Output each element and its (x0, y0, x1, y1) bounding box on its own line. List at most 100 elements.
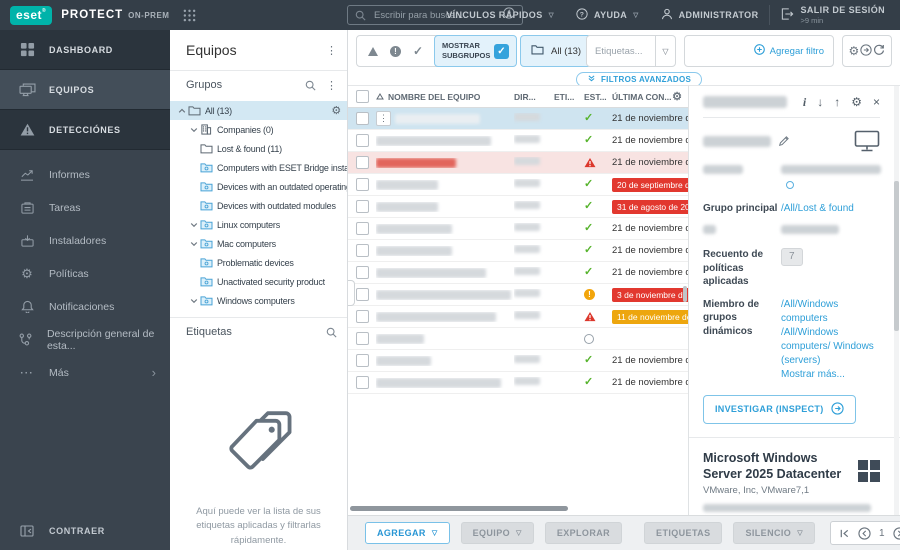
column-header-last-connected[interactable]: ÚLTIMA CON... (612, 91, 672, 102)
chevron-down-icon[interactable] (187, 126, 200, 134)
row-checkbox[interactable] (355, 222, 369, 235)
sidebar-item-informes[interactable]: Informes (0, 158, 170, 191)
add-filter-button[interactable]: Agregar filtro (684, 35, 834, 67)
column-header-tags[interactable]: ETI... (554, 91, 575, 102)
table-row[interactable]: ✓ 21 de noviembre de (348, 130, 688, 152)
parent-group-link[interactable]: /All/Lost & found (781, 203, 854, 214)
column-header-status[interactable]: EST... (584, 91, 607, 102)
table-vertical-scrollbar[interactable] (683, 286, 687, 302)
table-row[interactable]: ✓ 21 de noviembre de (348, 350, 688, 372)
warning-filter-icon[interactable]: ! (390, 45, 401, 57)
sort-asc-icon[interactable] (376, 92, 384, 102)
explore-button[interactable]: EXPLORAR (544, 522, 623, 544)
details-scrollbar-thumb[interactable] (894, 181, 899, 331)
app-switcher-icon[interactable] (183, 9, 196, 22)
row-checkbox[interactable] (355, 354, 369, 367)
table-row[interactable]: ✓ 31 de agosto de 20 (348, 196, 688, 218)
previous-page-icon[interactable] (858, 526, 871, 540)
show-subgroups-toggle[interactable]: MOSTRAR SUBGRUPOS ✓ (434, 35, 517, 67)
table-row[interactable]: ✓ 21 de noviembre de (348, 240, 688, 262)
sidebar-item-instaladores[interactable]: Instaladores (0, 224, 170, 257)
group-tree-item[interactable]: All (13) ⚙ (170, 101, 347, 120)
group-tree-item[interactable]: Linux computers (170, 215, 347, 234)
table-row[interactable]: ✓ 21 de noviembre de (348, 218, 688, 240)
row-checkbox[interactable] (355, 200, 369, 213)
search-icon[interactable] (326, 327, 337, 338)
chevron-down-icon[interactable] (187, 240, 200, 248)
quick-links-menu[interactable]: VÍNCULOS RÁPIDOS ▽ (446, 10, 555, 20)
row-checkbox[interactable] (355, 332, 369, 345)
add-button[interactable]: AGREGAR ▽ (365, 522, 450, 544)
table-row[interactable]: ✓ 20 de septiembre de (348, 174, 688, 196)
logout-button[interactable]: SALIR DE SESIÓN >9 min (770, 5, 896, 25)
settings-gear-icon[interactable]: ⚙ (851, 95, 862, 109)
sidebar-item-mas[interactable]: ··· Más › (0, 356, 170, 389)
show-more-link[interactable]: Mostrar más... (781, 368, 845, 380)
next-page-icon[interactable] (892, 526, 900, 540)
group-tree-item[interactable]: Unactivated security product (170, 272, 347, 291)
chevron-down-icon[interactable] (187, 221, 200, 229)
group-tree-item[interactable]: Devices with outdated modules (170, 196, 347, 215)
group-filter-button[interactable]: All (13) (520, 35, 593, 67)
next-item-icon[interactable]: ↓ (817, 95, 824, 109)
column-header-name[interactable]: NOMBRE DEL EQUIPO (388, 91, 481, 102)
collapse-sidebar-button[interactable]: CONTRAER (0, 512, 170, 550)
close-icon[interactable]: × (872, 95, 880, 109)
first-page-icon[interactable] (839, 528, 850, 539)
chevron-down-icon[interactable] (187, 297, 200, 305)
sidebar-item-descripcion-general[interactable]: Descripción general de esta... (0, 323, 170, 356)
help-menu[interactable]: ? AYUDA ▽ (565, 8, 650, 22)
user-menu[interactable]: ADMINISTRATOR (650, 8, 770, 22)
group-tree-item[interactable]: Computers with ESET Bridge installed (170, 158, 347, 177)
row-checkbox[interactable] (355, 266, 369, 279)
row-checkbox[interactable] (355, 376, 369, 389)
previous-item-icon[interactable]: ↑ (834, 95, 841, 109)
tags-filter-dropdown[interactable]: Etiquetas... ▽ (586, 35, 676, 67)
sidebar-item-tareas[interactable]: Tareas (0, 191, 170, 224)
sidebar-item-dashboard[interactable]: DASHBOARD (0, 30, 170, 70)
panel-resize-handle[interactable] (348, 280, 355, 306)
chevron-up-icon[interactable] (175, 107, 188, 115)
groups-menu-icon[interactable]: ⋮ (326, 79, 337, 92)
dynamic-group-link[interactable]: /All/Windows computers/ Windows (servers… (781, 326, 874, 366)
group-tree-item[interactable]: Devices with an outdated operating syste… (170, 177, 347, 196)
table-row[interactable] (348, 328, 688, 350)
row-checkbox[interactable] (355, 310, 369, 323)
group-tree-item[interactable]: Problematic devices (170, 253, 347, 272)
critical-filter-icon[interactable] (368, 46, 378, 56)
row-checkbox[interactable] (355, 244, 369, 257)
search-help-icon[interactable]: ? (503, 6, 515, 24)
mute-button[interactable]: SILENCIO ▽ (733, 522, 815, 544)
group-tree-item[interactable]: Lost & found (11) (170, 139, 347, 158)
eset-logo[interactable]: eset® (10, 5, 53, 25)
sidebar-item-detecciones[interactable]: DETECCIÓNES (0, 110, 170, 150)
sidebar-item-equipos[interactable]: EQUIPOS (0, 70, 170, 110)
column-header-address[interactable]: DIR... (514, 91, 536, 102)
group-tree-item[interactable]: Windows computers (170, 291, 347, 310)
table-row[interactable]: 11 de noviembre de (348, 306, 688, 328)
settings-gear-icon[interactable]: ⚙ (848, 44, 860, 58)
row-checkbox[interactable] (355, 134, 369, 147)
sidebar-item-notificaciones[interactable]: Notificaciones (0, 290, 170, 323)
row-checkbox[interactable] (355, 156, 369, 169)
table-row[interactable]: ! 3 de noviembre de 2 (348, 284, 688, 306)
info-icon[interactable]: i (802, 95, 807, 109)
search-input[interactable] (372, 8, 497, 22)
table-row[interactable]: ⋮ ✓ 21 de noviembre de (348, 108, 688, 130)
presets-icon[interactable] (860, 43, 873, 59)
dynamic-group-link[interactable]: /All/Windows computers (781, 298, 839, 324)
computer-actions-button[interactable]: EQUIPO ▽ (460, 522, 534, 544)
row-checkbox[interactable] (355, 112, 369, 125)
table-row[interactable]: ✓ 21 de noviembre de (348, 372, 688, 394)
select-all-checkbox[interactable] (355, 90, 369, 103)
group-settings-icon[interactable]: ⚙ (331, 105, 341, 117)
edit-icon[interactable] (778, 135, 790, 147)
refresh-icon[interactable] (873, 44, 885, 59)
search-icon[interactable] (305, 80, 316, 91)
checkbox-checked-icon[interactable]: ✓ (494, 43, 509, 59)
group-tree-item[interactable]: Mac computers (170, 234, 347, 253)
inspect-button[interactable]: INVESTIGAR (INSPECT) (703, 394, 856, 424)
column-settings-gear-icon[interactable]: ⚙ (672, 91, 682, 103)
group-tree-item[interactable]: Companies (0) (170, 120, 347, 139)
panel-menu-icon[interactable]: ⋮ (326, 44, 337, 57)
